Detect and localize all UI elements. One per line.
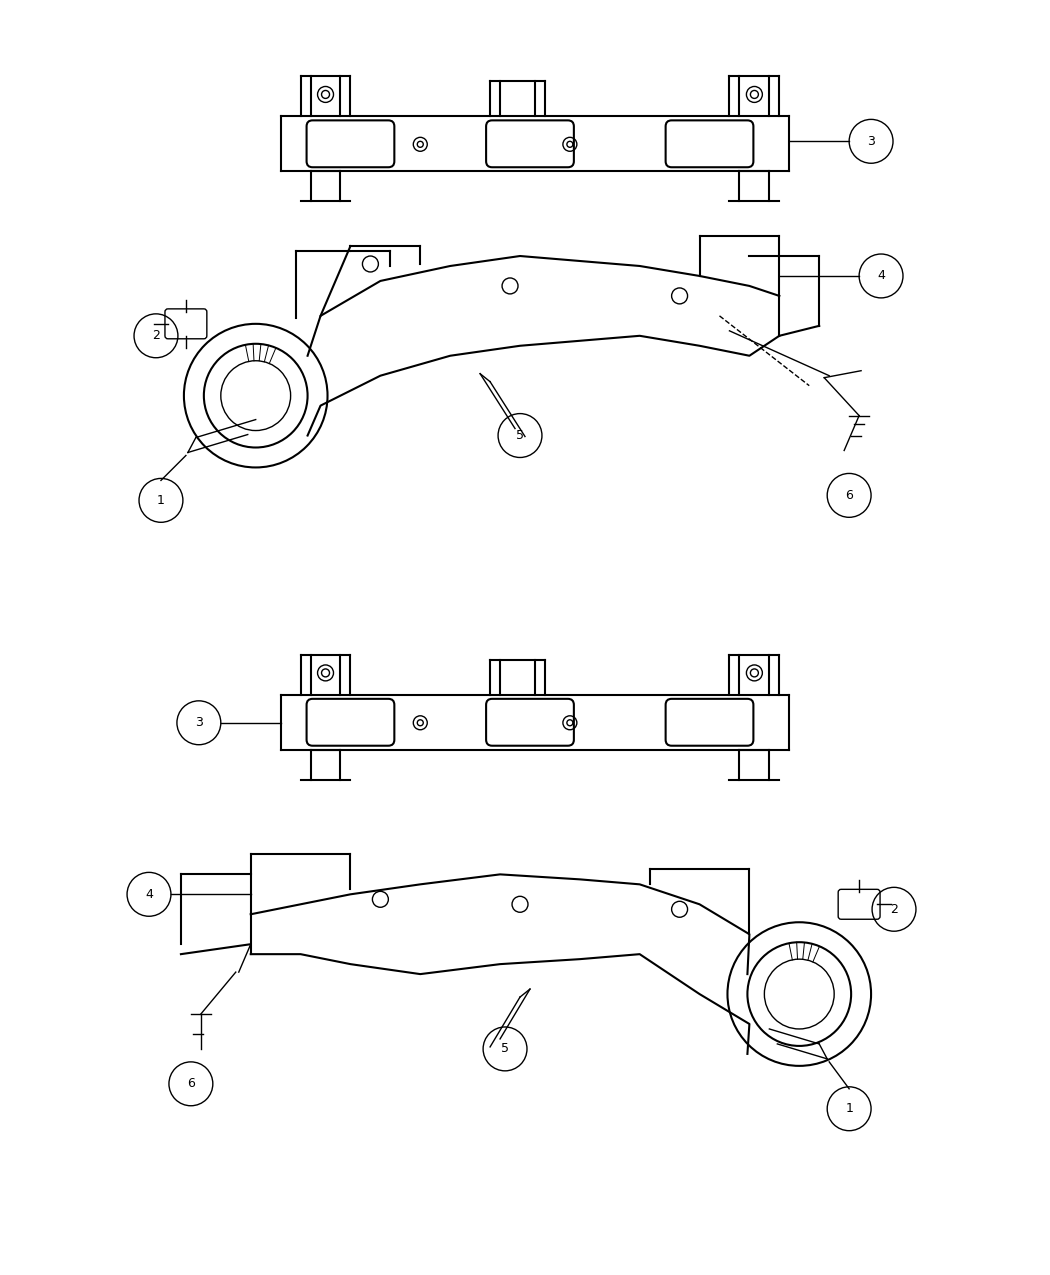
Text: 1: 1 [845,1103,853,1116]
Text: 2: 2 [152,329,160,342]
Text: 5: 5 [501,1043,509,1056]
Text: 3: 3 [867,135,875,148]
Text: 4: 4 [877,269,885,283]
Text: 6: 6 [187,1077,195,1090]
Text: 1: 1 [158,493,165,507]
Text: 2: 2 [890,903,898,915]
Text: 6: 6 [845,488,853,502]
Text: 5: 5 [516,428,524,442]
Text: 3: 3 [195,717,203,729]
Text: 4: 4 [145,887,153,901]
